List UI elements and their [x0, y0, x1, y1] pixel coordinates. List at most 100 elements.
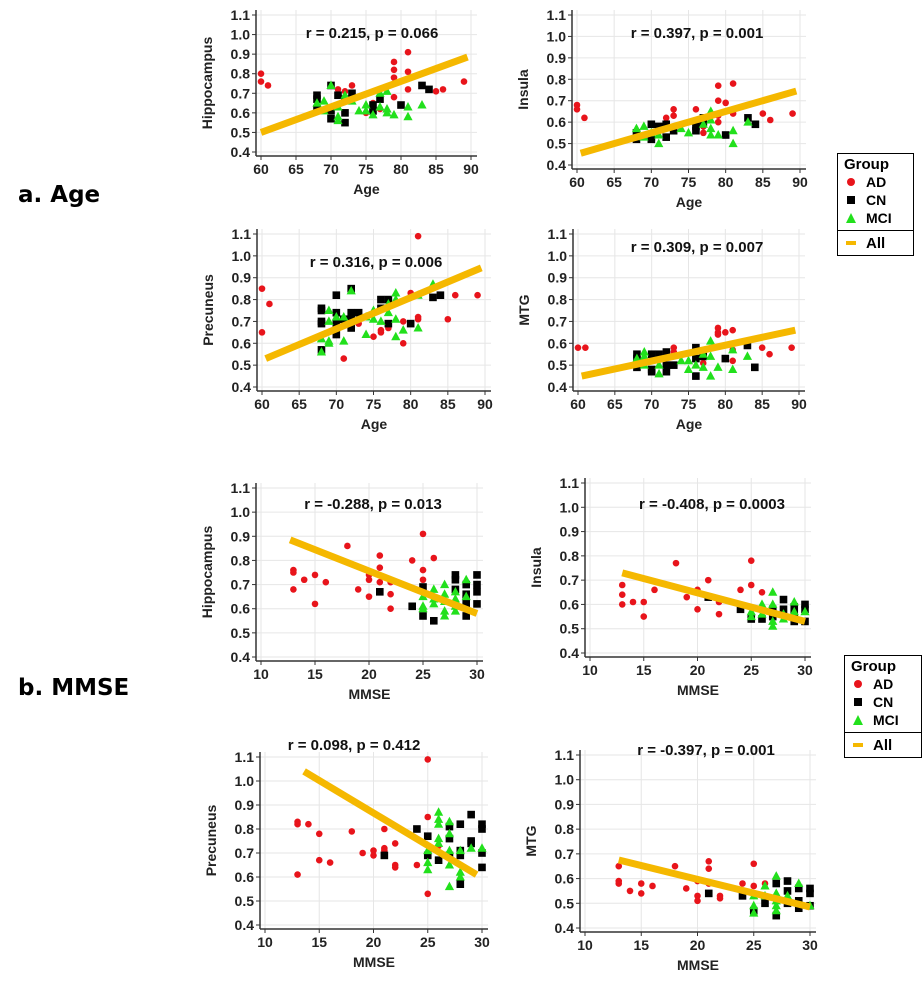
data-point-ad	[432, 88, 440, 95]
regression-line-all	[259, 53, 469, 136]
data-point-cn	[662, 367, 671, 376]
data-point-mci	[632, 353, 642, 363]
data-point-ad	[474, 291, 481, 299]
data-point-mci	[639, 121, 649, 130]
data-point-mci	[382, 107, 392, 117]
data-point-mci	[746, 606, 756, 616]
data-point-ad	[294, 820, 301, 828]
x-tick-label: 20	[361, 666, 377, 682]
data-point-cn	[462, 612, 470, 620]
data-point-cn	[806, 884, 814, 893]
data-point-mci	[461, 574, 471, 584]
data-point-mci	[639, 347, 649, 356]
data-point-ad	[729, 80, 737, 87]
data-point-ad	[390, 93, 398, 101]
y-tick-label: 0.6	[231, 105, 251, 121]
data-point-ad	[766, 116, 774, 124]
data-point-ad	[722, 99, 729, 107]
data-point-ad	[258, 329, 266, 336]
data-point-mci	[639, 351, 649, 360]
data-point-ad	[705, 865, 713, 872]
data-point-cn	[632, 129, 641, 137]
data-point-ad	[626, 887, 634, 895]
data-point-cn	[772, 911, 781, 920]
data-point-cn	[456, 820, 465, 828]
x-tick-label: 15	[307, 666, 323, 682]
data-point-ad	[294, 871, 301, 878]
data-point-ad	[640, 598, 648, 606]
data-point-mci	[706, 130, 716, 139]
x-tick-label: 70	[329, 396, 345, 412]
data-point-mci	[339, 336, 349, 345]
triangle-marker-icon	[851, 713, 865, 727]
data-point-ad	[651, 586, 658, 594]
data-point-ad	[460, 78, 468, 85]
data-point-ad	[714, 331, 722, 338]
y-tick-label: 1.0	[235, 773, 255, 789]
x-tick-label: 90	[463, 161, 479, 177]
x-tick-label: 30	[802, 937, 818, 953]
data-point-ad	[290, 569, 297, 576]
data-point-cn	[783, 877, 792, 885]
x-tick-label: 10	[582, 662, 598, 678]
data-point-cn	[380, 851, 389, 860]
x-tick-label: 75	[366, 396, 382, 412]
x-tick-label: 65	[291, 396, 307, 412]
data-point-ad	[615, 862, 623, 870]
data-point-ad	[359, 849, 366, 857]
data-point-cn	[445, 834, 454, 843]
data-point-mci	[312, 98, 322, 107]
y-tick-label: 0.7	[555, 846, 575, 862]
y-axis-label: MTG	[516, 294, 532, 325]
data-point-ad	[326, 859, 334, 866]
data-point-ad	[694, 892, 701, 900]
data-point-mci	[403, 111, 413, 121]
x-tick-label: 85	[755, 174, 771, 190]
data-point-ad	[704, 576, 712, 584]
data-point-ad	[729, 326, 736, 334]
data-point-mci	[391, 288, 401, 297]
data-point-ad	[399, 339, 407, 347]
data-point-mci	[706, 123, 716, 133]
legend-item-ad: AD	[838, 173, 913, 191]
data-point-mci	[444, 828, 455, 838]
x-tick-label: 75	[681, 396, 697, 412]
data-point-mci	[771, 900, 781, 910]
data-point-mci	[361, 100, 371, 109]
data-point-cn	[473, 580, 481, 589]
x-tick-label: 25	[746, 937, 762, 953]
data-point-mci	[440, 610, 450, 620]
data-point-cn	[772, 879, 781, 888]
data-point-cn	[647, 120, 656, 129]
data-point-mci	[418, 603, 428, 613]
data-point-ad	[618, 581, 626, 589]
x-tick-label: 75	[681, 174, 697, 190]
data-point-mci	[413, 322, 423, 332]
correlation-annotation: r = 0.397, p = 0.001	[631, 25, 764, 42]
data-point-mci	[354, 105, 364, 115]
data-point-mci	[477, 843, 487, 852]
data-point-mci	[782, 890, 793, 900]
data-point-ad	[414, 232, 422, 240]
x-tick-label: 30	[797, 662, 813, 678]
y-tick-label: 1.1	[548, 226, 568, 242]
data-point-ad	[315, 830, 323, 838]
data-point-mci	[789, 606, 799, 616]
data-point-cn	[478, 825, 486, 833]
data-point-cn	[456, 851, 465, 860]
data-point-cn	[478, 863, 486, 872]
data-point-mci	[434, 807, 444, 816]
data-point-mci	[368, 109, 378, 119]
data-point-mci	[434, 833, 444, 843]
data-point-cn	[376, 95, 384, 103]
data-point-mci	[455, 872, 465, 881]
data-point-cn	[647, 367, 656, 376]
x-axis-label: Age	[676, 416, 703, 432]
data-point-cn	[456, 880, 465, 888]
y-tick-label: 0.4	[560, 645, 580, 661]
x-tick-label: 25	[743, 662, 759, 678]
data-point-mci	[455, 845, 465, 855]
y-tick-label: 0.4	[231, 649, 251, 665]
y-tick-label: 0.8	[231, 552, 251, 568]
